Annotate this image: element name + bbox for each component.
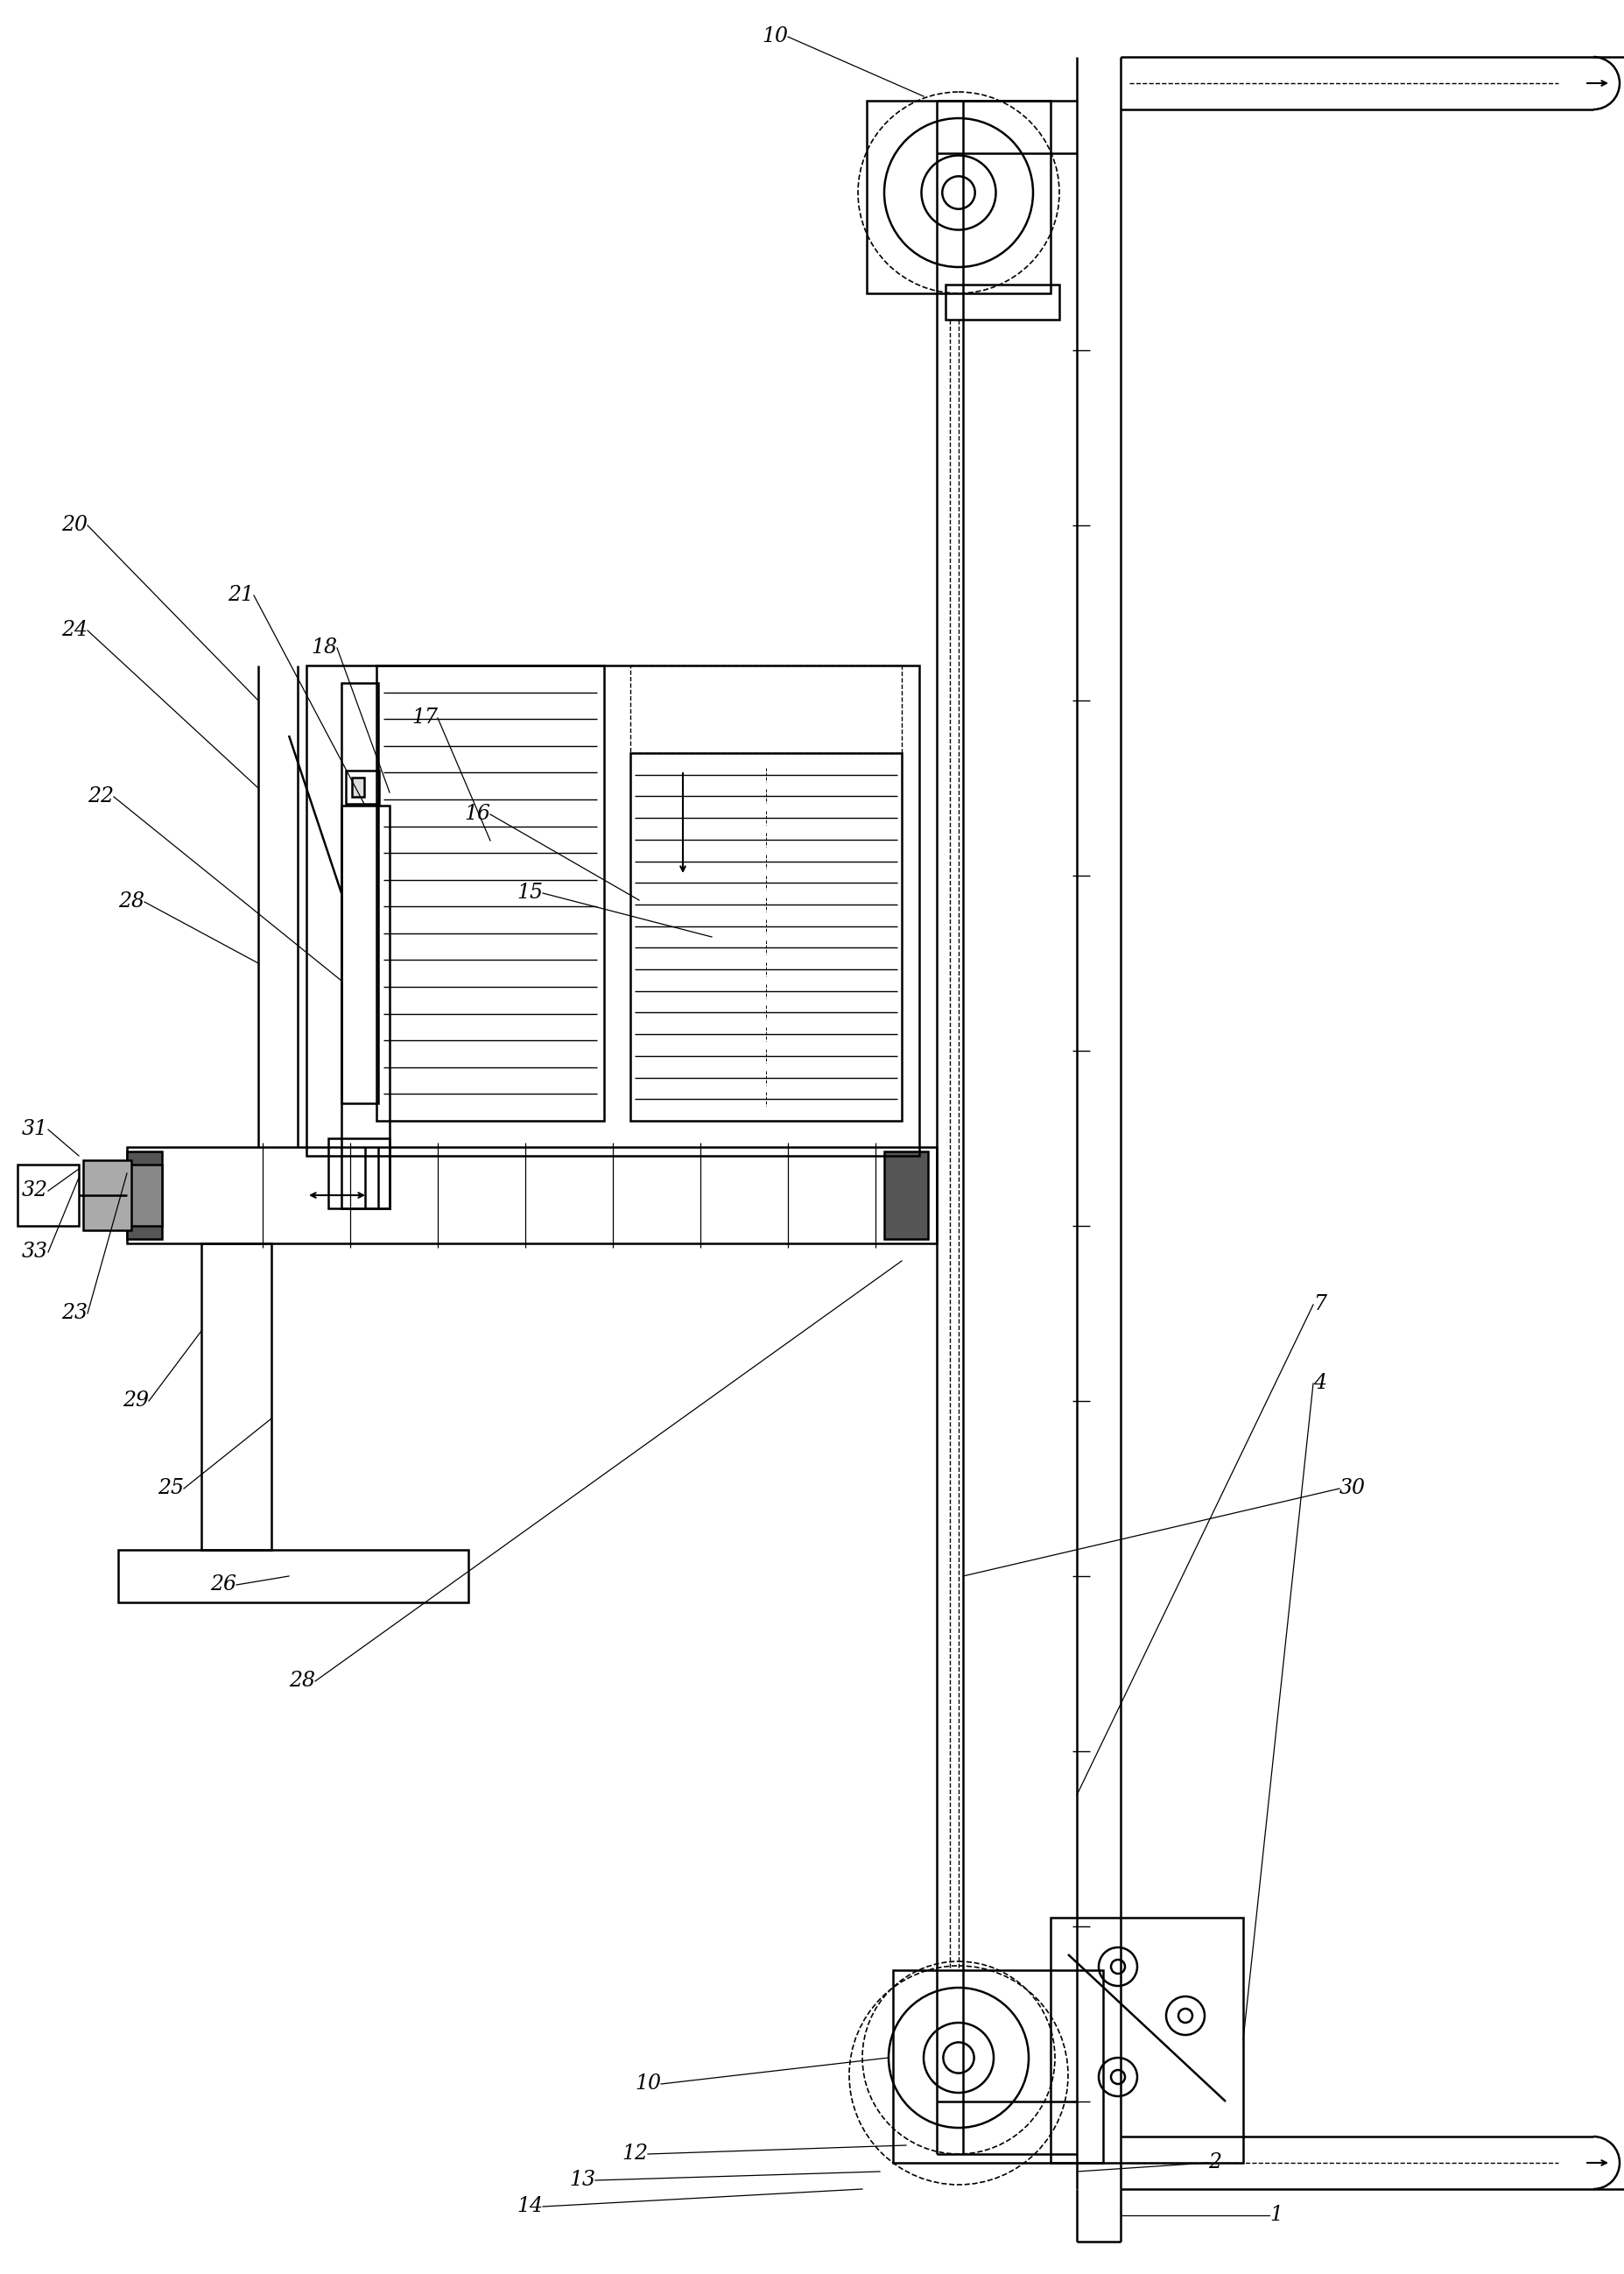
Text: 25: 25 xyxy=(158,1478,184,1499)
Text: 4: 4 xyxy=(1312,1373,1325,1394)
Text: 32: 32 xyxy=(21,1180,49,1201)
Bar xyxy=(127,1151,162,1239)
Text: 18: 18 xyxy=(310,639,336,657)
Bar xyxy=(127,1164,162,1226)
Bar xyxy=(346,771,378,803)
Circle shape xyxy=(942,2042,973,2074)
Bar xyxy=(866,100,1051,293)
Text: 21: 21 xyxy=(227,584,253,605)
Text: 7: 7 xyxy=(1312,1294,1325,1314)
Circle shape xyxy=(1111,2069,1124,2083)
Text: 10: 10 xyxy=(635,2074,661,2094)
Circle shape xyxy=(1177,2008,1192,2022)
Bar xyxy=(119,1551,468,1603)
Bar xyxy=(201,1244,271,1551)
Bar xyxy=(883,1151,927,1239)
Text: 24: 24 xyxy=(62,621,88,641)
Text: 10: 10 xyxy=(762,27,788,48)
Text: 33: 33 xyxy=(21,1242,49,1262)
Circle shape xyxy=(942,177,974,209)
Text: 28: 28 xyxy=(119,891,145,912)
Bar xyxy=(352,778,364,796)
Bar xyxy=(307,666,919,1155)
Text: 20: 20 xyxy=(62,516,88,534)
Bar xyxy=(83,1160,132,1230)
Bar xyxy=(1051,1917,1242,2163)
Text: 22: 22 xyxy=(88,787,114,807)
Bar xyxy=(341,682,378,1103)
Bar xyxy=(18,1164,78,1226)
Text: 14: 14 xyxy=(516,2197,542,2217)
Bar xyxy=(377,666,604,1121)
Text: 28: 28 xyxy=(289,1671,315,1692)
Text: 13: 13 xyxy=(568,2169,594,2190)
Bar xyxy=(341,805,390,1207)
Text: 15: 15 xyxy=(516,882,542,903)
Bar xyxy=(945,284,1059,321)
Bar xyxy=(630,666,901,753)
Text: 12: 12 xyxy=(622,2144,648,2165)
Bar xyxy=(328,1139,390,1207)
Text: 1: 1 xyxy=(1268,2206,1281,2226)
Bar xyxy=(127,1146,937,1244)
Bar xyxy=(893,1969,1103,2163)
Text: 31: 31 xyxy=(21,1119,49,1139)
Text: 26: 26 xyxy=(209,1576,235,1594)
Text: 17: 17 xyxy=(411,707,437,728)
Circle shape xyxy=(1111,1960,1124,1974)
Text: 2: 2 xyxy=(1208,2153,1221,2174)
Text: 29: 29 xyxy=(122,1392,149,1412)
Text: 30: 30 xyxy=(1338,1478,1366,1499)
Text: 16: 16 xyxy=(464,805,490,825)
Bar xyxy=(630,753,901,1121)
Text: 23: 23 xyxy=(62,1303,88,1323)
